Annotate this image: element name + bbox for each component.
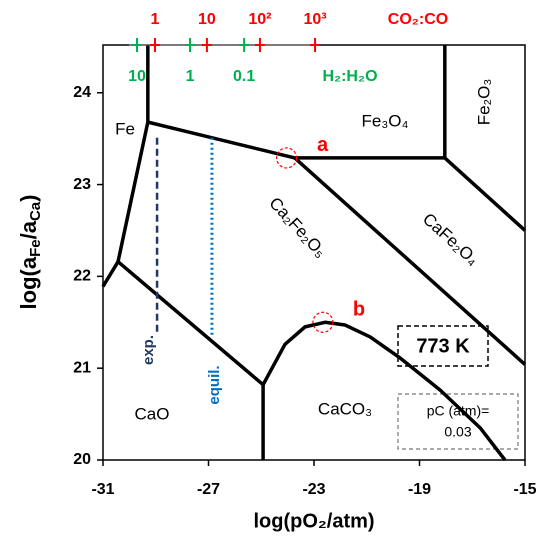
point-label: a — [317, 134, 329, 156]
y-tick-label: 23 — [73, 176, 91, 193]
top-tick-label: 10 — [198, 11, 216, 28]
x-tick-label: -27 — [197, 481, 220, 498]
y-label-part: ) — [16, 195, 41, 202]
pc-label: pC (atm)= — [427, 403, 490, 419]
y-label-sub: Fe — [27, 239, 44, 257]
temperature-box — [397, 325, 489, 367]
phase-label: Fe — [115, 119, 135, 138]
top-axis-label: H₂:H₂O — [322, 68, 377, 85]
y-tick-label: 20 — [73, 451, 91, 468]
phase-boundary — [294, 156, 527, 232]
equil-label: equil. — [206, 365, 223, 404]
phase-label: CaCO₃ — [318, 399, 372, 418]
top-tick-label: 10³ — [303, 11, 326, 28]
phase-label: Fe₃O₄ — [362, 111, 409, 130]
y-tick-label: 24 — [73, 84, 91, 101]
temperature-label: 773 K — [416, 335, 470, 357]
phase-boundary — [101, 121, 150, 288]
phase-label: CaFe₂O₄ — [419, 209, 483, 269]
point-marker — [275, 147, 298, 169]
y-label-part: /a — [16, 220, 41, 239]
x-tick-label: -19 — [408, 481, 431, 498]
y-label-part: log(a — [16, 256, 41, 309]
exp-label: exp. — [140, 335, 157, 365]
top-tick-label: 1 — [186, 68, 195, 85]
x-axis-label: log(pO₂/atm) — [253, 510, 374, 532]
phase-boundary — [147, 120, 296, 160]
x-tick-label: -31 — [91, 481, 114, 498]
x-tick-label: -15 — [513, 481, 536, 498]
phase-boundary — [293, 156, 527, 366]
point-label: b — [353, 299, 365, 321]
phase-boundary — [261, 320, 507, 462]
top-axis-label: CO₂:CO — [388, 11, 448, 28]
point-marker — [312, 311, 334, 333]
phase-label: Fe₂O₃ — [474, 79, 493, 126]
top-tick-label: 0.1 — [233, 68, 255, 85]
y-tick-label: 21 — [73, 359, 91, 376]
top-tick-label: 1 — [151, 11, 160, 28]
phase-label: Ca₂Fe₂O₅ — [265, 193, 330, 261]
y-tick-label: 22 — [73, 268, 91, 285]
pc-value: 0.03 — [444, 424, 471, 440]
phase-label: CaO — [135, 404, 170, 423]
y-axis-label: log(aFe/aCa) — [16, 195, 44, 310]
top-tick-label: 10² — [248, 11, 271, 28]
top-tick-label: 10 — [128, 68, 146, 85]
pc-box — [397, 393, 519, 450]
x-tick-label: -23 — [302, 481, 325, 498]
y-label-sub: Ca — [27, 201, 44, 221]
